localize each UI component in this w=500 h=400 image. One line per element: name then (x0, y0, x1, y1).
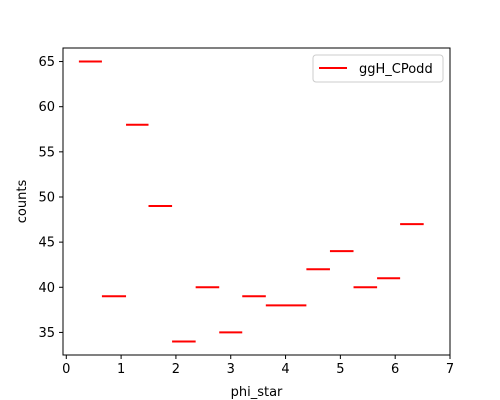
y-tick-label: 55 (38, 145, 55, 160)
y-axis: 35 40 45 50 55 60 65 (38, 55, 63, 341)
axes-frame (62, 47, 451, 356)
legend-label: ggH_CPodd (359, 62, 433, 77)
x-tick-label: 3 (227, 362, 235, 377)
y-tick-label: 40 (38, 281, 55, 296)
x-tick-label: 5 (336, 362, 344, 377)
x-tick-label: 6 (391, 362, 399, 377)
x-axis-label: phi_star (231, 385, 283, 400)
x-tick-label: 1 (117, 362, 125, 377)
plot-area (78, 60, 424, 343)
y-tick-label: 65 (38, 55, 55, 70)
y-tick-label: 45 (38, 236, 55, 251)
y-axis-label: counts (15, 180, 30, 224)
x-tick-label: 7 (446, 362, 454, 377)
x-tick-label: 4 (281, 362, 289, 377)
x-tick-label: 0 (62, 362, 70, 377)
legend: ggH_CPodd (312, 54, 444, 83)
x-tick-label: 2 (172, 362, 180, 377)
x-axis: 0 1 2 3 4 5 6 7 (62, 355, 454, 377)
legend-box (312, 54, 444, 83)
y-tick-label: 35 (38, 326, 55, 341)
y-tick-label: 50 (38, 190, 55, 205)
y-tick-label: 60 (38, 100, 55, 115)
